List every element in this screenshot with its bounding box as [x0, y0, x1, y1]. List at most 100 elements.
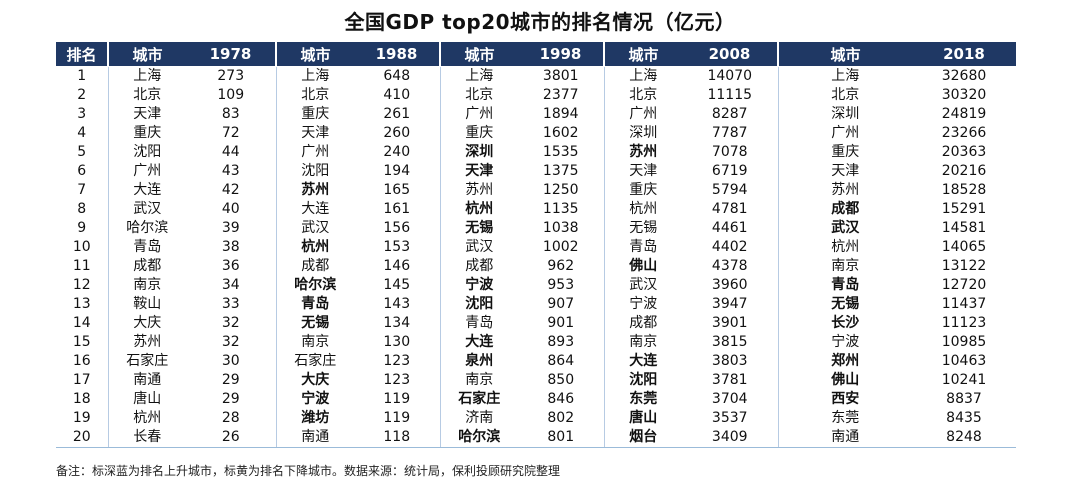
gdp-value-1998: 1038	[542, 220, 579, 236]
city-cell-2018: 上海	[777, 66, 912, 86]
gdp-value-1978: 40	[221, 201, 240, 217]
header-1988: 1988	[354, 42, 440, 67]
rank-cell: 16	[72, 353, 91, 369]
rank-cell: 13	[72, 296, 91, 312]
city-cell-2008: 北京	[603, 86, 682, 105]
gdp-value-2018: 10985	[941, 334, 987, 350]
table-row: 14 大庆 32 无锡 134 青岛 901 成都 3901 长沙 11123	[56, 314, 1016, 333]
gdp-value-1988: 123	[383, 353, 411, 369]
table-row: 8 武汉 40 大连 161 杭州 1135 杭州 4781 成都 15291	[56, 200, 1016, 219]
city-cell-2008: 烟台	[603, 428, 682, 448]
gdp-value-2008: 5794	[711, 182, 748, 198]
city-cell-2018: 宁波	[777, 333, 912, 352]
gdp-value-1998: 893	[547, 334, 575, 350]
city-cell-2008: 深圳	[603, 124, 682, 143]
gdp-value-1978: 43	[221, 163, 240, 179]
page-title: 全国GDP top20城市的排名情况（亿元）	[344, 10, 736, 34]
city-cell-2008: 重庆	[603, 181, 682, 200]
gdp-value-1978: 34	[221, 277, 240, 293]
city-cell-1978: 鞍山	[107, 295, 186, 314]
city-cell-2008: 佛山	[603, 257, 682, 276]
gdp-value-1988: 161	[383, 201, 411, 217]
rank-cell: 17	[72, 372, 91, 388]
city-cell-1998: 青岛	[439, 314, 518, 333]
city-cell-1988: 无锡	[275, 314, 354, 333]
city-cell-1998: 杭州	[439, 200, 518, 219]
gdp-value-1998: 802	[547, 410, 575, 426]
gdp-value-2008: 4378	[711, 258, 748, 274]
city-cell-1988: 石家庄	[275, 352, 354, 371]
city-cell-1988: 南通	[275, 428, 354, 448]
rank-cell: 11	[72, 258, 91, 274]
gdp-value-1978: 29	[221, 372, 240, 388]
city-cell-1988: 潍坊	[275, 409, 354, 428]
city-cell-1998: 无锡	[439, 219, 518, 238]
table-row: 15 苏州 32 南京 130 大连 893 南京 3815 宁波 10985	[56, 333, 1016, 352]
gdp-value-1988: 145	[383, 277, 411, 293]
gdp-value-2018: 23266	[941, 125, 987, 141]
city-cell-2008: 东莞	[603, 390, 682, 409]
gdp-value-2018: 12720	[941, 277, 987, 293]
city-cell-1988: 青岛	[275, 295, 354, 314]
table-row: 10 青岛 38 杭州 153 武汉 1002 青岛 4402 杭州 14065	[56, 238, 1016, 257]
gdp-value-2008: 7787	[711, 125, 748, 141]
gdp-value-2018: 11123	[941, 315, 987, 331]
gdp-value-1998: 850	[547, 372, 575, 388]
gdp-value-1998: 1135	[542, 201, 579, 217]
city-cell-2008: 南京	[603, 333, 682, 352]
gdp-value-1988: 260	[383, 125, 411, 141]
city-cell-1978: 南京	[107, 276, 186, 295]
gdp-value-2008: 3947	[711, 296, 748, 312]
city-cell-2018: 无锡	[777, 295, 912, 314]
table-row: 19 杭州 28 潍坊 119 济南 802 唐山 3537 东莞 8435	[56, 409, 1016, 428]
gdp-value-1978: 44	[221, 144, 240, 160]
city-cell-1998: 北京	[439, 86, 518, 105]
header-city-1998: 城市	[439, 42, 518, 67]
rank-cell: 15	[72, 334, 91, 350]
city-cell-1978: 杭州	[107, 409, 186, 428]
gdp-value-2008: 14070	[707, 68, 753, 84]
city-cell-1998: 宁波	[439, 276, 518, 295]
gdp-value-1978: 32	[221, 334, 240, 350]
city-cell-1988: 大连	[275, 200, 354, 219]
city-cell-2018: 长沙	[777, 314, 912, 333]
gdp-value-1988: 123	[383, 372, 411, 388]
city-cell-1988: 武汉	[275, 219, 354, 238]
city-cell-2008: 宁波	[603, 295, 682, 314]
rank-cell: 10	[72, 239, 91, 255]
gdp-value-1998: 1250	[542, 182, 579, 198]
gdp-value-1998: 846	[547, 391, 575, 407]
city-cell-1988: 成都	[275, 257, 354, 276]
gdp-value-2018: 13122	[941, 258, 987, 274]
header-2018: 2018	[912, 42, 1016, 67]
header-2008: 2008	[682, 42, 778, 67]
gdp-value-1988: 261	[383, 106, 411, 122]
city-cell-2018: 重庆	[777, 143, 912, 162]
city-cell-1998: 大连	[439, 333, 518, 352]
city-cell-2018: 天津	[777, 162, 912, 181]
gdp-value-2018: 11437	[941, 296, 987, 312]
gdp-value-1988: 146	[383, 258, 411, 274]
city-cell-1998: 深圳	[439, 143, 518, 162]
gdp-value-2018: 8248	[912, 428, 1016, 448]
gdp-value-2008: 6719	[711, 163, 748, 179]
gdp-value-1988: 143	[383, 296, 411, 312]
gdp-value-2008: 4402	[711, 239, 748, 255]
city-cell-2018: 南通	[777, 428, 912, 448]
gdp-value-2008: 3704	[711, 391, 748, 407]
city-cell-1978: 石家庄	[107, 352, 186, 371]
city-cell-2018: 深圳	[777, 105, 912, 124]
city-cell-2008: 无锡	[603, 219, 682, 238]
header-city-1978: 城市	[107, 42, 186, 67]
gdp-value-2018: 8837	[946, 391, 982, 407]
city-cell-1988: 苏州	[275, 181, 354, 200]
gdp-value-1998: 864	[547, 353, 575, 369]
city-cell-1978: 北京	[107, 86, 186, 105]
rank-cell: 3	[77, 106, 87, 122]
gdp-value-2008: 3803	[711, 353, 748, 369]
city-cell-2018: 成都	[777, 200, 912, 219]
city-cell-1988: 天津	[275, 124, 354, 143]
header-city-2018: 城市	[777, 42, 912, 67]
city-cell-1978: 唐山	[107, 390, 186, 409]
rank-cell: 20	[56, 428, 108, 448]
